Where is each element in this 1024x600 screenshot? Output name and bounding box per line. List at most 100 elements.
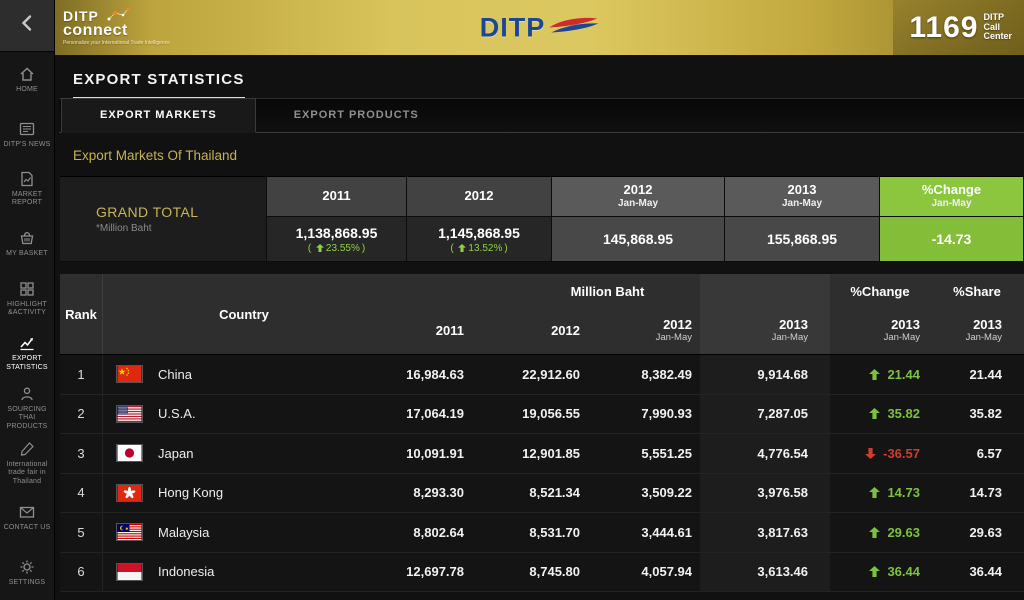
header-percent-change: %Change [850, 283, 910, 299]
change-value: 14.73 [887, 485, 920, 501]
header-change-2013-janmay: 2013 Jan-May [883, 317, 920, 343]
gt-header-percent-change: %Change Jan-May [880, 177, 1024, 217]
brand-text-connect: connect [63, 22, 128, 39]
change-value: 29.63 [887, 524, 920, 540]
sidebar-item-label: SOURCING THAI PRODUCTS [6, 406, 48, 430]
news-icon [18, 120, 36, 138]
percent-share-cell: 6.57 [976, 445, 1002, 461]
table-header: Rank Country Million Baht %Change %Share… [60, 274, 1024, 355]
section-subtitle: Export Markets Of Thailand [73, 148, 238, 163]
sidebar-item-label: International trade fair in Thailand [6, 460, 48, 485]
pencil-icon [18, 440, 36, 458]
main-column: DITP connect Personalize your Internatio… [55, 0, 1024, 600]
country-name: Hong Kong [158, 485, 224, 501]
value-2011-cell: 8,293.30 [413, 485, 464, 501]
table-row[interactable]: 2 U.S.A. 17,064.19 19,056.55 7,990.93 7,… [60, 394, 1024, 434]
up-arrow-icon [458, 244, 467, 252]
call-center-label: DITP Call Center [983, 11, 1012, 42]
value-2012-cell: 12,901.85 [522, 445, 580, 461]
header-country: Country [219, 306, 269, 322]
tab-export-products[interactable]: EXPORT PRODUCTS [293, 109, 419, 121]
value-2013-janmay-cell: 3,817.63 [700, 513, 830, 552]
country-flag-icon [117, 445, 142, 462]
table-row[interactable]: 5 Malaysia 8,802.64 8,531.70 3,444.61 3,… [60, 513, 1024, 553]
gear-icon [18, 558, 36, 576]
percent-share-cell: 14.73 [969, 485, 1002, 501]
grand-total-label-cell: GRAND TOTAL *Million Baht [60, 177, 267, 262]
change-value: 35.82 [887, 406, 920, 422]
table-row[interactable]: 6 Indonesia 12,697.78 8,745.80 4,057.94 … [60, 552, 1024, 592]
sidebar-item-news[interactable]: DITP'S NEWS [0, 107, 54, 162]
sidebar-item-my-basket[interactable]: MY BASKET [0, 216, 54, 271]
change-arrow-icon [869, 487, 881, 499]
country-cell: Malaysia [103, 513, 385, 552]
sidebar-item-market-report[interactable]: MARKET REPORT [0, 162, 54, 217]
ditp-logo: DITP [480, 12, 600, 43]
table-row[interactable]: 1 China 16,984.63 22,912.60 8,382.49 9,9… [60, 355, 1024, 395]
gt-header-2012-janmay: 2012 Jan-May [552, 177, 725, 217]
call-center-number: 1169 [909, 10, 979, 44]
value-2012-cell: 8,531.70 [529, 524, 580, 540]
value-2011-cell: 10,091.91 [406, 445, 464, 461]
content: EXPORT STATISTICS EXPORT MARKETS EXPORT … [55, 55, 1024, 600]
country-cell: U.S.A. [103, 395, 385, 434]
grand-total-title: GRAND TOTAL [96, 204, 199, 220]
value-2013-janmay-cell: 3,613.46 [700, 552, 830, 591]
sidebar-item-sourcing-thai-products[interactable]: SOURCING THAI PRODUCTS [0, 381, 54, 436]
sidebar-item-label: CONTACT US [3, 524, 51, 532]
sidebar-item-contact-us[interactable]: CONTACT US [0, 490, 54, 545]
rank-cell: 1 [60, 355, 103, 394]
tab-export-markets[interactable]: EXPORT MARKETS [61, 98, 256, 133]
sidebar-item-trade-fair[interactable]: International trade fair in Thailand [0, 436, 54, 491]
top-header: DITP connect Personalize your Internatio… [55, 0, 1024, 55]
rank-cell: 4 [60, 473, 103, 512]
percent-change-cell: 35.82 [830, 395, 930, 434]
value-2012-janmay-cell: 4,057.94 [641, 564, 692, 580]
chevron-left-icon [19, 14, 35, 37]
value-2012-janmay-cell: 3,444.61 [641, 524, 692, 540]
gt-value-2012: 1,145,868.95 13.52% [407, 217, 552, 262]
country-name: Japan [158, 445, 194, 461]
sidebar-item-settings[interactable]: SETTINGS [0, 545, 54, 600]
sidebar-item-highlight-activity[interactable]: HIGHLIGHT &ACTIVITY [0, 271, 54, 326]
ditp-connect-logo: DITP connect Personalize your Internatio… [63, 7, 170, 46]
highlight-column-underlay [700, 274, 830, 354]
brand-text-ditp: DITP [63, 8, 99, 24]
header-2011: 2011 [435, 322, 464, 338]
table-row[interactable]: 3 Japan 10,091.91 12,901.85 5,551.25 4,7… [60, 434, 1024, 474]
up-arrow-icon [315, 244, 324, 252]
change-value: -36.57 [883, 445, 920, 461]
gt-value-2012-janmay: 145,868.95 [552, 217, 725, 262]
rank-cell: 6 [60, 552, 103, 591]
table-row[interactable]: 4 Hong Kong 8,293.30 8,521.34 3,509.22 3… [60, 473, 1024, 513]
percent-share-cell: 36.44 [969, 564, 1002, 580]
percent-change-cell: 14.73 [830, 474, 930, 513]
country-flag-icon [117, 484, 142, 501]
sidebar-item-label: EXPORT STATISTICS [6, 355, 48, 371]
change-arrow-icon [865, 447, 877, 459]
value-2012-cell: 8,745.80 [529, 564, 580, 580]
percent-change-cell: 29.63 [830, 513, 930, 552]
value-2012-cell: 8,521.34 [529, 485, 580, 501]
export-markets-table: Rank Country Million Baht %Change %Share… [60, 274, 1024, 592]
value-2012-cell: 19,056.55 [522, 406, 580, 422]
back-button[interactable] [0, 0, 54, 52]
sidebar-item-export-statistics[interactable]: EXPORT STATISTICS [0, 326, 54, 381]
sidebar-item-label: HOME [16, 85, 38, 93]
table-body: 1 China 16,984.63 22,912.60 8,382.49 9,9… [60, 355, 1024, 592]
header-2012: 2012 [551, 322, 580, 338]
value-2013-janmay-cell: 9,914.68 [700, 355, 830, 394]
header-rank: Rank [60, 274, 103, 354]
country-cell: Indonesia [103, 553, 385, 592]
sidebar-item-home[interactable]: HOME [0, 52, 54, 107]
country-flag-icon [117, 524, 142, 541]
percent-change-cell: -36.57 [830, 434, 930, 473]
header-2013-janmay: 2013 Jan-May [771, 317, 808, 343]
grid-icon [18, 280, 36, 298]
molecule-dots-icon [105, 5, 131, 27]
change-value: 21.44 [887, 366, 920, 382]
sidebar-item-label: HIGHLIGHT &ACTIVITY [7, 300, 47, 317]
change-arrow-icon [869, 566, 881, 578]
rank-cell: 3 [60, 434, 103, 473]
country-cell: China [103, 355, 385, 394]
